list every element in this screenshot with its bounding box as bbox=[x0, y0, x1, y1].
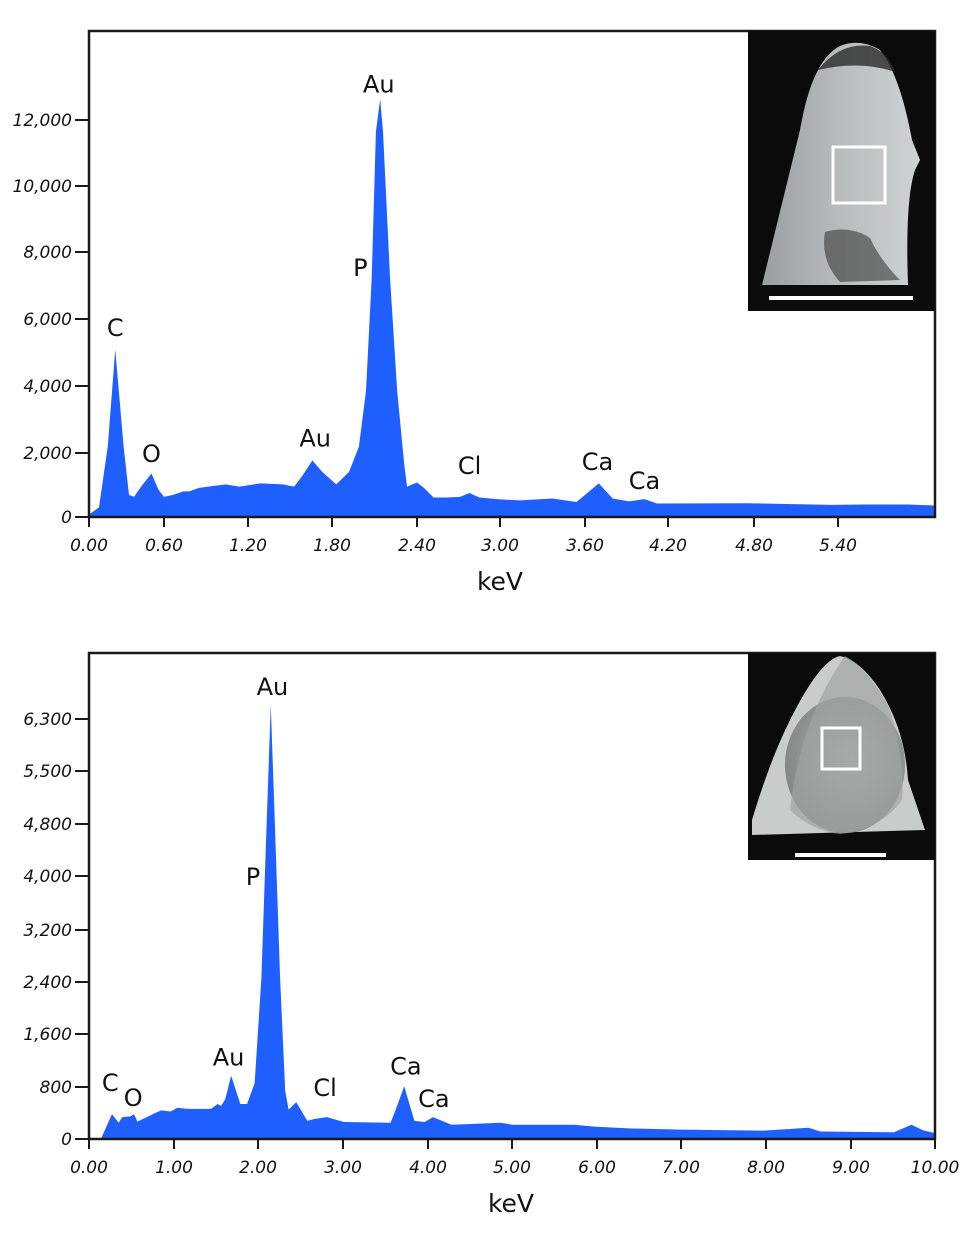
peak-label-o: O bbox=[142, 440, 161, 468]
peak-label-ca: Ca bbox=[582, 448, 613, 476]
x-axis-title: keV bbox=[488, 1189, 534, 1218]
chart-1: 0.00 0.60 1.20 1.80 2.40 3.00 3.60 4.20 4.80 5.40… bbox=[13, 29, 937, 596]
x-tick-label: 3.60 bbox=[566, 536, 604, 556]
x-tick-label: 2.00 bbox=[239, 1158, 277, 1178]
y-tick-label: 0 bbox=[61, 508, 72, 528]
peak-label-c: C bbox=[107, 314, 124, 342]
bottom-inset-sem-image bbox=[748, 653, 935, 860]
x-tick-label: 3.00 bbox=[324, 1158, 362, 1178]
x-tick-label: 4.80 bbox=[735, 536, 773, 556]
peak-label-au: Au bbox=[213, 1044, 245, 1072]
x-tick-label: 1.20 bbox=[229, 536, 267, 556]
x-tick-label: 4.00 bbox=[409, 1158, 447, 1178]
peak-label-cl: Cl bbox=[313, 1074, 336, 1102]
peak-label-au: Au bbox=[257, 673, 289, 701]
x-tick-label: 6.00 bbox=[578, 1158, 616, 1178]
x-tick-label: 3.00 bbox=[481, 536, 519, 556]
y-tick-label: 2,000 bbox=[23, 444, 72, 464]
y-tick-label: 8,000 bbox=[23, 243, 72, 263]
y-tick-label: 4,800 bbox=[23, 815, 72, 835]
x-tick-label: 9.00 bbox=[832, 1158, 870, 1178]
x-tick-label: 7.00 bbox=[662, 1158, 700, 1178]
peak-label-c: C bbox=[102, 1069, 119, 1097]
peak-label-au: Au bbox=[299, 424, 331, 452]
x-tick-label: 5.40 bbox=[819, 536, 857, 556]
peak-label-au: Au bbox=[363, 71, 395, 99]
y-tick-label: 6,300 bbox=[23, 710, 72, 730]
y-tick-label: 12,000 bbox=[13, 111, 72, 131]
peak-label-o: O bbox=[124, 1084, 143, 1112]
x-tick-label: 4.20 bbox=[649, 536, 687, 556]
x-tick-label: 1.00 bbox=[155, 1158, 193, 1178]
x-tick-label: 1.80 bbox=[313, 536, 351, 556]
x-axis-title: keV bbox=[477, 567, 523, 596]
y-tick-label: 1,600 bbox=[23, 1025, 72, 1045]
peak-label-cl: Cl bbox=[458, 452, 481, 480]
x-tick-label: 5.00 bbox=[493, 1158, 531, 1178]
peak-label-p: P bbox=[246, 863, 260, 891]
x-tick-label: 0.60 bbox=[145, 536, 183, 556]
x-tick-label: 10.00 bbox=[911, 1158, 960, 1178]
y-tick-label: 10,000 bbox=[13, 177, 72, 197]
chart-2: 0.00 1.00 2.00 3.00 4.00 5.00 6.00 7.00 8.00 9.00… bbox=[23, 651, 960, 1218]
y-tick-label: 3,200 bbox=[23, 921, 72, 941]
peak-label-ca: Ca bbox=[418, 1085, 449, 1113]
spectrum-area bbox=[100, 704, 935, 1139]
y-tick-label: 5,500 bbox=[23, 762, 72, 782]
top-inset-sem-image bbox=[748, 31, 935, 311]
y-tick-label: 6,000 bbox=[23, 310, 72, 330]
y-tick-label: 4,000 bbox=[23, 867, 72, 887]
y-tick-label: 0 bbox=[61, 1130, 72, 1150]
peak-label-ca: Ca bbox=[629, 467, 660, 495]
peak-label-p: P bbox=[353, 254, 367, 282]
x-tick-label: 2.40 bbox=[398, 536, 436, 556]
y-tick-label: 800 bbox=[40, 1078, 72, 1098]
x-tick-label: 0.00 bbox=[70, 1158, 108, 1178]
y-tick-label: 2,400 bbox=[23, 973, 72, 993]
y-tick-label: 4,000 bbox=[23, 377, 72, 397]
x-tick-label: 8.00 bbox=[747, 1158, 785, 1178]
peak-label-ca: Ca bbox=[390, 1053, 421, 1081]
x-tick-label: 0.00 bbox=[70, 536, 108, 556]
